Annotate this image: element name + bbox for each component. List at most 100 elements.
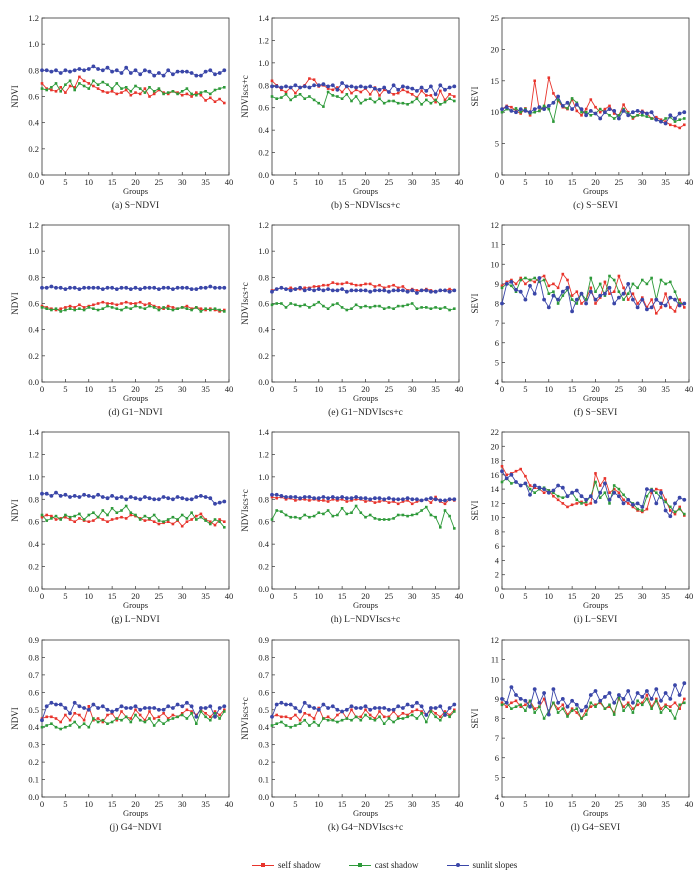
data-point-sunlit-slopes <box>509 280 514 284</box>
data-point-cast-shadow <box>345 717 349 720</box>
y-tick-label: 12 <box>491 635 500 645</box>
data-point-sunlit-slopes <box>344 289 349 294</box>
data-point-self-shadow <box>87 520 91 523</box>
data-point-cast-shadow <box>673 510 677 514</box>
data-point-sunlit-slopes <box>668 113 673 118</box>
data-point-self-shadow <box>92 519 95 522</box>
data-point-self-shadow <box>204 712 207 715</box>
data-point-self-shadow <box>317 285 320 288</box>
data-point-sunlit-slopes <box>560 289 565 294</box>
data-point-self-shadow <box>289 286 292 290</box>
data-point-self-shadow <box>364 708 367 712</box>
data-point-self-shadow <box>96 302 100 305</box>
data-point-cast-shadow <box>54 82 58 85</box>
x-tick-label: 5 <box>293 591 297 601</box>
data-point-cast-shadow <box>289 515 292 519</box>
data-point-cast-shadow <box>317 300 320 304</box>
data-point-sunlit-slopes <box>387 707 391 712</box>
data-point-self-shadow <box>514 282 518 286</box>
plot-frame <box>501 17 690 176</box>
data-point-sunlit-slopes <box>574 297 579 302</box>
data-point-cast-shadow <box>298 722 302 725</box>
data-point-cast-shadow <box>45 307 48 310</box>
data-point-sunlit-slopes <box>63 492 68 497</box>
data-point-self-shadow <box>209 520 212 523</box>
data-point-cast-shadow <box>406 103 409 106</box>
data-point-sunlit-slopes <box>682 681 687 686</box>
data-point-self-shadow <box>617 697 621 701</box>
data-point-cast-shadow <box>50 86 53 89</box>
data-point-self-shadow <box>453 95 456 98</box>
data-point-self-shadow <box>45 87 48 90</box>
data-point-sunlit-slopes <box>194 73 199 78</box>
data-point-sunlit-slopes <box>302 700 307 705</box>
data-point-cast-shadow <box>298 517 302 520</box>
data-point-sunlit-slopes <box>617 295 621 300</box>
data-point-sunlit-slopes <box>175 495 180 499</box>
panel-caption: (e) G1−NDVIscs+c <box>328 407 403 418</box>
data-point-sunlit-slopes <box>68 711 72 716</box>
data-point-sunlit-slopes <box>270 492 274 497</box>
y-tick-label: 0.0 <box>258 170 269 180</box>
data-point-sunlit-slopes <box>68 495 72 499</box>
data-point-self-shadow <box>645 306 649 309</box>
data-point-cast-shadow <box>598 282 602 286</box>
data-point-cast-shadow <box>584 298 588 301</box>
data-point-sunlit-slopes <box>82 68 86 73</box>
data-point-sunlit-slopes <box>222 704 227 709</box>
y-tick-label: 0.7 <box>258 670 269 680</box>
data-point-cast-shadow <box>162 306 165 309</box>
data-point-sunlit-slopes <box>340 287 344 291</box>
data-point-cast-shadow <box>322 717 325 720</box>
y-tick-label: 20 <box>491 441 500 451</box>
data-point-sunlit-slopes <box>288 85 293 90</box>
x-tick-label: 5 <box>523 177 527 187</box>
series-line-sunlit-slopes <box>42 492 225 505</box>
y-tick-label: 0.6 <box>258 299 269 309</box>
data-point-sunlit-slopes <box>419 288 424 293</box>
data-point-self-shadow <box>68 304 72 308</box>
x-tick-label: 35 <box>431 177 440 187</box>
data-point-cast-shadow <box>359 306 363 309</box>
data-point-cast-shadow <box>106 304 109 308</box>
series-line-self-shadow <box>501 466 685 516</box>
x-tick-label: 30 <box>638 384 647 394</box>
data-point-sunlit-slopes <box>654 117 659 122</box>
data-point-cast-shadow <box>350 99 353 103</box>
data-point-cast-shadow <box>152 90 156 93</box>
y-axis-label: NDVI <box>10 707 20 730</box>
data-point-self-shadow <box>655 697 658 701</box>
data-point-self-shadow <box>669 306 672 309</box>
data-point-sunlit-slopes <box>574 102 579 107</box>
data-point-sunlit-slopes <box>588 289 593 294</box>
data-point-cast-shadow <box>106 83 109 86</box>
y-tick-label: 0.5 <box>28 705 39 715</box>
data-point-sunlit-slopes <box>645 111 649 116</box>
data-point-cast-shadow <box>40 87 44 90</box>
data-point-self-shadow <box>50 514 53 518</box>
x-tick-label: 10 <box>85 799 94 809</box>
data-point-sunlit-slopes <box>82 285 86 290</box>
data-point-cast-shadow <box>673 290 677 293</box>
data-point-self-shadow <box>608 705 611 708</box>
data-point-self-shadow <box>50 88 53 92</box>
data-point-self-shadow <box>275 496 278 500</box>
x-tick-label: 0 <box>40 799 44 809</box>
data-point-sunlit-slopes <box>203 706 208 710</box>
data-point-cast-shadow <box>524 709 527 712</box>
data-point-self-shadow <box>519 467 522 471</box>
data-point-sunlit-slopes <box>659 119 663 124</box>
data-point-sunlit-slopes <box>326 84 330 89</box>
data-point-sunlit-slopes <box>82 706 86 710</box>
data-point-sunlit-slopes <box>649 110 654 115</box>
data-point-self-shadow <box>626 701 630 705</box>
data-point-self-shadow <box>64 713 67 717</box>
data-point-sunlit-slopes <box>316 496 321 501</box>
x-axis-label: Groups <box>583 808 608 818</box>
data-point-cast-shadow <box>406 303 409 307</box>
data-point-sunlit-slopes <box>607 107 612 111</box>
x-tick-label: 10 <box>545 384 554 394</box>
data-point-sunlit-slopes <box>143 285 147 290</box>
data-point-cast-shadow <box>373 517 377 520</box>
data-point-cast-shadow <box>650 707 653 710</box>
